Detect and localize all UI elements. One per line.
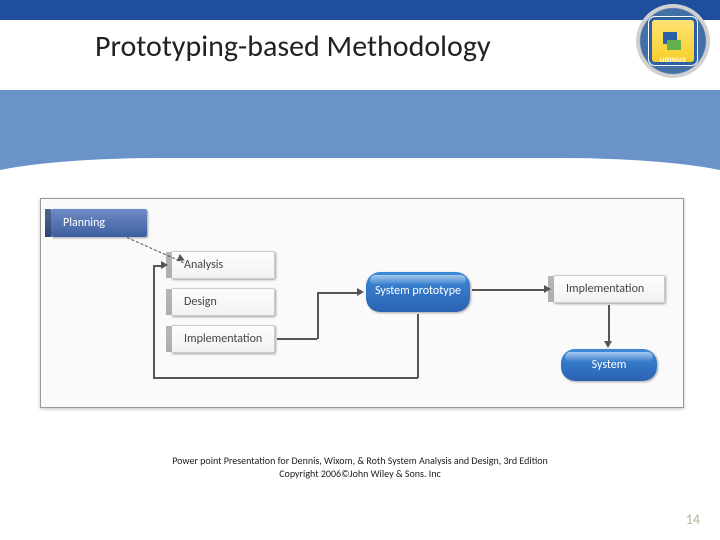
edge <box>417 314 419 378</box>
node-design: Design <box>171 288 275 316</box>
edge <box>153 377 418 379</box>
node-label: Implementation <box>566 282 644 296</box>
arrowhead-icon <box>161 261 168 269</box>
edge <box>608 305 610 343</box>
edge <box>153 265 155 378</box>
arrowhead-icon <box>604 341 612 348</box>
page-number: 14 <box>686 511 700 528</box>
node-planning: Planning <box>51 209 147 237</box>
footer-line2: Copyright 2006©John Wiley & Sons. Inc <box>0 468 720 481</box>
edge <box>317 292 319 339</box>
node-implementation-2: Implementation <box>553 275 665 303</box>
node-label: Implementation <box>184 332 262 346</box>
node-system: System <box>561 349 657 381</box>
node-label: Design <box>184 295 217 309</box>
footer-line1: Power point Presentation for Dennis, Wix… <box>0 455 720 468</box>
node-label: Planning <box>63 216 105 230</box>
arrowhead-icon <box>357 288 364 296</box>
footer: Power point Presentation for Dennis, Wix… <box>0 455 720 480</box>
node-label: System prototype <box>375 285 461 299</box>
flowchart: Planning Analysis Design Implementation … <box>40 198 684 408</box>
node-analysis: Analysis <box>171 251 275 279</box>
node-label: System <box>592 358 627 372</box>
edge <box>277 338 317 340</box>
slide-title: Prototyping-based Methodology <box>95 28 491 65</box>
logo-label: UDINUS <box>660 55 686 64</box>
header-dark-band <box>0 0 720 20</box>
node-prototype: System prototype <box>366 272 470 312</box>
edge <box>472 289 546 291</box>
edge <box>317 292 359 294</box>
node-label: Analysis <box>184 258 223 272</box>
node-implementation: Implementation <box>171 325 275 353</box>
logo-badge: UDINUS <box>636 4 710 78</box>
arrowhead-icon <box>544 285 551 293</box>
